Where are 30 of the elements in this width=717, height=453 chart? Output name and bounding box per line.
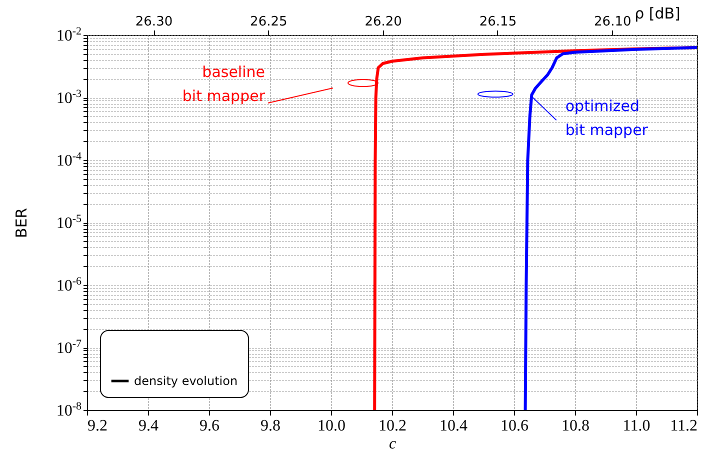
annotation: optimized bit mapper bbox=[565, 97, 649, 140]
x-tick-label: 9.4 bbox=[138, 418, 158, 434]
y-tick-label: 10$^{-2}$ bbox=[56, 26, 82, 44]
y-tick-label: 10$^{-3}$ bbox=[56, 88, 82, 107]
x-tick-label: 9.2 bbox=[88, 418, 108, 434]
x-tick-label: 10.8 bbox=[562, 418, 590, 434]
x2-axis-title: ρ [dB] bbox=[634, 4, 680, 22]
line-series bbox=[524, 46, 697, 410]
annotation: baseline bit mapper bbox=[182, 63, 266, 105]
x-tick-label: 11.0 bbox=[622, 418, 650, 434]
y-tick-label: 10$^{-5}$ bbox=[56, 213, 82, 232]
y-axis-title: BER bbox=[12, 208, 30, 238]
x2-tick-label: 26.20 bbox=[364, 14, 402, 30]
x-tick-label: 10.6 bbox=[500, 418, 528, 434]
x2-tick-label: 26.30 bbox=[135, 14, 173, 30]
x-tick-label: 9.6 bbox=[200, 418, 220, 434]
x-tick-label: 10.4 bbox=[440, 418, 468, 434]
x2-tick-label: 26.15 bbox=[479, 14, 517, 30]
y-tick-label: 10$^{-7}$ bbox=[56, 338, 82, 357]
x-tick-label: 9.8 bbox=[260, 418, 280, 434]
y-tick-label: 10$^{-8}$ bbox=[56, 400, 82, 420]
x2-tick-label: 26.10 bbox=[594, 14, 632, 30]
legend-label: density evolution bbox=[134, 374, 238, 388]
x-tick-label: 11.2 bbox=[670, 418, 698, 434]
x2-tick-label: 26.25 bbox=[250, 14, 288, 30]
x-tick-label: 10.0 bbox=[318, 418, 346, 434]
y-tick-label: 10$^{-6}$ bbox=[56, 276, 82, 294]
x-axis-title: c bbox=[388, 436, 396, 452]
y-tick-label: 10$^{-4}$ bbox=[56, 150, 82, 170]
x-tick-label: 10.2 bbox=[378, 418, 406, 434]
